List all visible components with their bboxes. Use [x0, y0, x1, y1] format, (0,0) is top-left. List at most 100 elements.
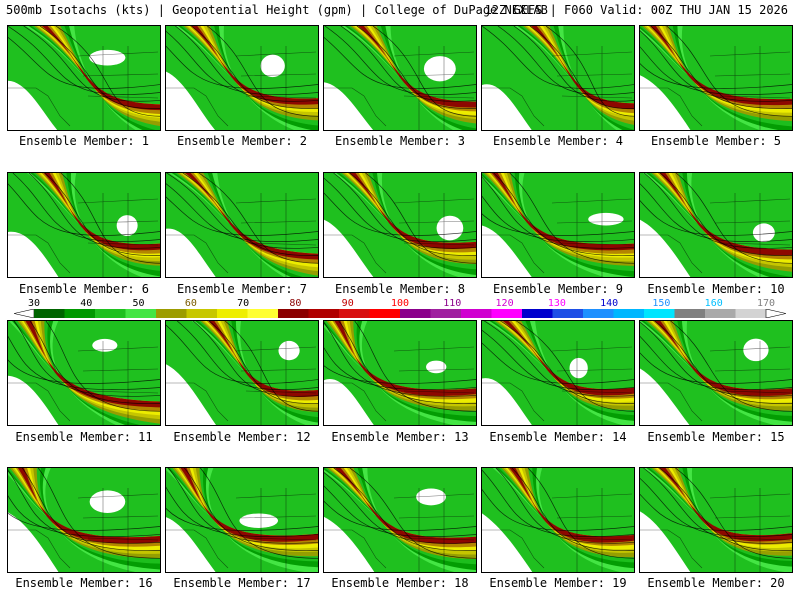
- ensemble-map-panel: [7, 467, 161, 573]
- colorbar-min-arrow: [14, 309, 35, 318]
- isotach-map: [324, 26, 476, 130]
- isotach-map: [324, 468, 476, 572]
- colorbar-tick-label: 30: [27, 298, 41, 309]
- colorbar-tick-label: 160: [704, 298, 723, 309]
- chart-header: 500mb Isotachs (kts) | Geopotential Heig…: [6, 3, 796, 21]
- isotach-map: [8, 321, 160, 425]
- colorbar-tick-label: 150: [652, 298, 671, 309]
- ensemble-map-panel: [323, 467, 477, 573]
- colorbar-labels: 30 40 50 60 70 80 90 100 110 120 130 140 150 160 170: [14, 298, 786, 310]
- colorbar-segment: [217, 309, 248, 318]
- ensemble-member-label: Ensemble Member: 2: [176, 134, 308, 148]
- colorbar-segment: [522, 309, 553, 318]
- ensemble-map-panel: [481, 172, 635, 278]
- colorbar-tick-label: 170: [756, 298, 776, 309]
- colorbar-segment: [64, 309, 96, 318]
- ensemble-member-label: Ensemble Member: 13: [331, 430, 469, 444]
- colorbar-tick-label: 90: [341, 298, 354, 309]
- wind-speed-colorbar: 30 40 50 60 70 80 90 100 110 120 130 140 150 160 170: [14, 298, 786, 320]
- ensemble-map-panel: [639, 467, 793, 573]
- colorbar-tick-label: 120: [495, 298, 514, 309]
- colorbar-tick-label: 70: [237, 298, 250, 309]
- header-run-info: 12Z GEFS | F060 Valid: 00Z THU JAN 15 20…: [484, 3, 788, 17]
- header-title: 500mb Isotachs (kts) | Geopotential Heig…: [6, 3, 548, 17]
- colorbar-segment: [674, 309, 706, 318]
- isotach-map: [8, 26, 160, 130]
- isotach-map: [640, 173, 792, 277]
- ensemble-member-label: Ensemble Member: 6: [18, 282, 150, 296]
- ensemble-member-label: Ensemble Member: 8: [334, 282, 466, 296]
- ensemble-member-label: Ensemble Member: 17: [173, 576, 311, 590]
- isotach-map: [640, 321, 792, 425]
- colorbar-segment: [613, 309, 645, 318]
- ensemble-map-panel: [7, 172, 161, 278]
- colorbar-tick-label: 60: [184, 298, 197, 309]
- colorbar-segment: [644, 309, 675, 318]
- isotach-map: [166, 468, 318, 572]
- colorbar-tick-label: 130: [547, 298, 566, 309]
- isotach-map: [8, 468, 160, 572]
- ensemble-map-panel: [165, 320, 319, 426]
- ensemble-member-label: Ensemble Member: 19: [489, 576, 627, 590]
- ensemble-member-label: Ensemble Member: 18: [331, 576, 469, 590]
- colorbar-segment: [583, 309, 614, 318]
- isotach-map: [482, 321, 634, 425]
- ensemble-member-label: Ensemble Member: 4: [492, 134, 624, 148]
- ensemble-map-panel: [323, 172, 477, 278]
- ensemble-map-panel: [481, 25, 635, 131]
- colorbar-segment: [461, 309, 492, 318]
- isotach-map: [324, 321, 476, 425]
- colorbar-segment: [125, 309, 157, 318]
- ensemble-member-label: Ensemble Member: 16: [15, 576, 153, 590]
- colorbar-segment: [308, 309, 340, 318]
- ensemble-map-panel: [323, 25, 477, 131]
- ensemble-member-label: Ensemble Member: 7: [176, 282, 308, 296]
- colorbar-segment: [400, 309, 431, 318]
- colorbar-segment: [705, 309, 736, 318]
- colorbar-tick-label: 50: [132, 298, 145, 309]
- ensemble-member-label: Ensemble Member: 5: [650, 134, 782, 148]
- isotach-map: [640, 468, 792, 572]
- ensemble-member-label: Ensemble Member: 15: [647, 430, 785, 444]
- colorbar-tick-label: 80: [289, 298, 302, 309]
- ensemble-member-label: Ensemble Member: 12: [173, 430, 311, 444]
- isotach-map: [166, 173, 318, 277]
- ensemble-map-panel: [7, 25, 161, 131]
- colorbar-segment: [156, 309, 187, 318]
- colorbar-max-arrow: [765, 309, 786, 318]
- isotach-map: [482, 26, 634, 130]
- ensemble-map-panel: [481, 467, 635, 573]
- colorbar-segment: [34, 309, 65, 318]
- ensemble-map-panel: [165, 172, 319, 278]
- ensemble-member-label: Ensemble Member: 20: [647, 576, 785, 590]
- ensemble-member-label: Ensemble Member: 14: [489, 430, 627, 444]
- colorbar-tick-label: 140: [600, 298, 619, 309]
- colorbar-segment: [186, 309, 218, 318]
- ensemble-map-panel: [639, 172, 793, 278]
- ensemble-map-panel: [639, 320, 793, 426]
- colorbar-tick-label: 110: [443, 298, 462, 309]
- isotach-map: [166, 321, 318, 425]
- ensemble-map-panel: [323, 320, 477, 426]
- ensemble-map-panel: [481, 320, 635, 426]
- ensemble-member-label: Ensemble Member: 1: [18, 134, 150, 148]
- ensemble-member-label: Ensemble Member: 3: [334, 134, 466, 148]
- ensemble-map-panel: [165, 25, 319, 131]
- ensemble-member-label: Ensemble Member: 10: [647, 282, 785, 296]
- colorbar-segment: [247, 309, 279, 318]
- isotach-map: [640, 26, 792, 130]
- colorbar-tick-label: 100: [390, 298, 410, 309]
- ensemble-map-panel: [165, 467, 319, 573]
- colorbar-segment: [278, 309, 309, 318]
- ensemble-map-panel: [639, 25, 793, 131]
- isotach-map: [482, 468, 634, 572]
- isotach-map: [482, 173, 634, 277]
- colorbar-tick-label: 40: [80, 298, 93, 309]
- colorbar-segment: [491, 309, 523, 318]
- colorbar-segment: [339, 309, 370, 318]
- isotach-map: [8, 173, 160, 277]
- ensemble-map-panel: [7, 320, 161, 426]
- colorbar-segment: [369, 309, 401, 318]
- ensemble-member-label: Ensemble Member: 9: [492, 282, 624, 296]
- colorbar-segment: [95, 309, 126, 318]
